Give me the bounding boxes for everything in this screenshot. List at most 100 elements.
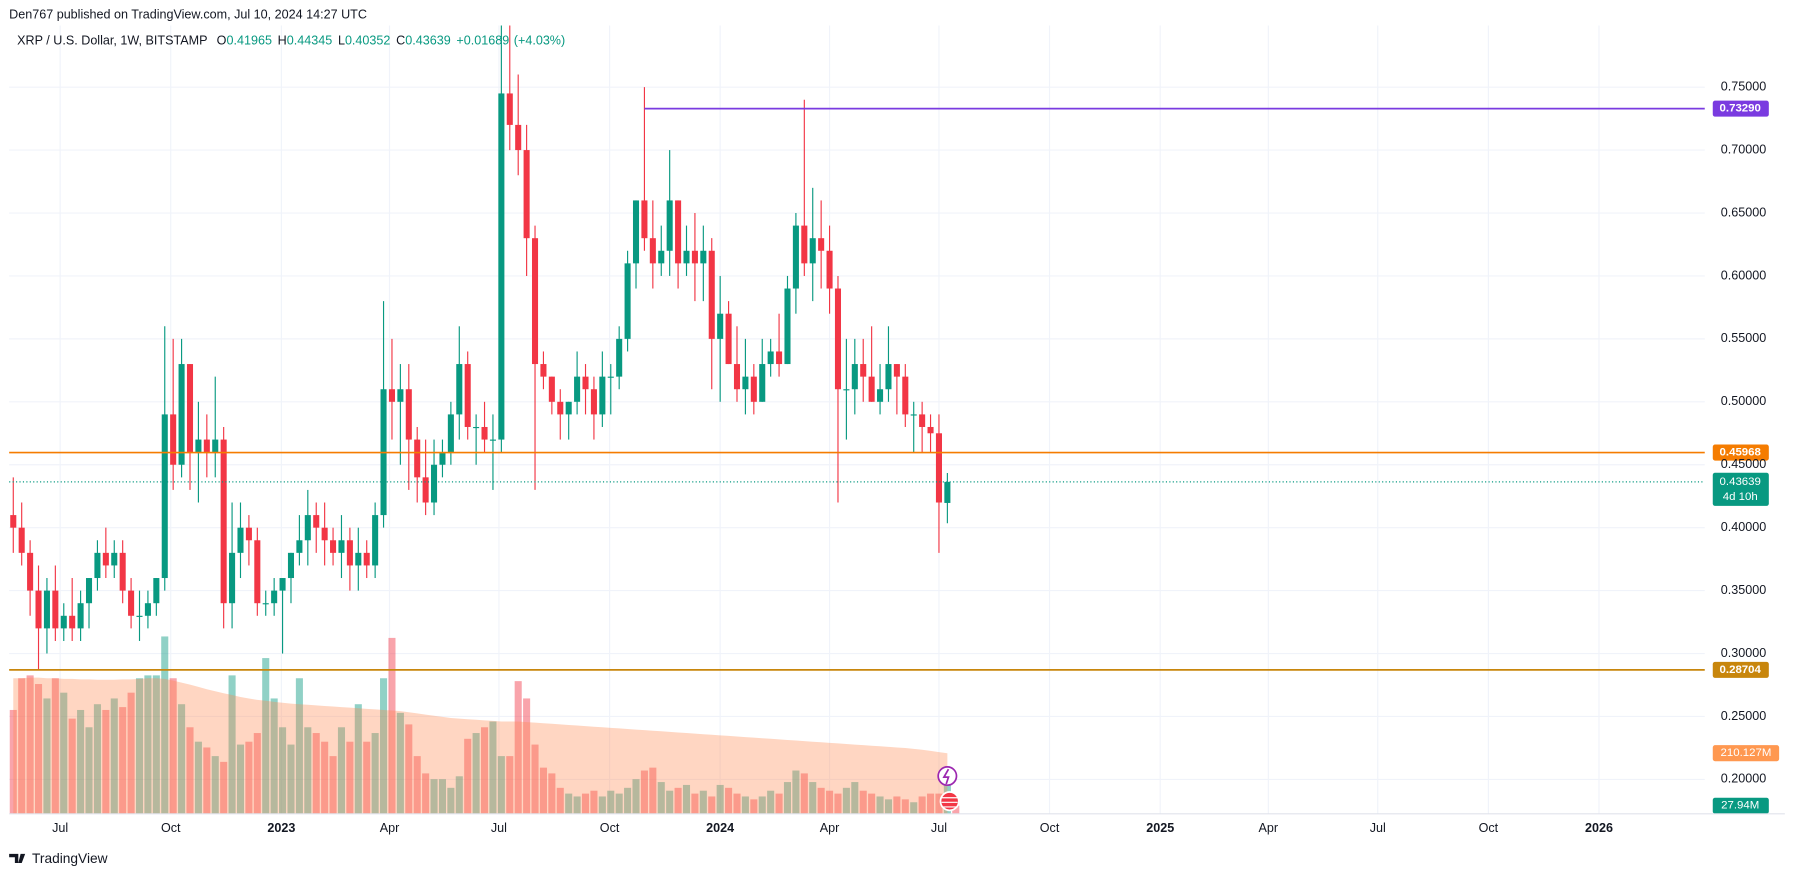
y-tick-label: 0.60000 — [1721, 268, 1766, 282]
volume-bar — [211, 756, 219, 814]
x-tick-label: Apr — [820, 821, 840, 835]
candle-body — [287, 552, 295, 579]
volume-bar — [927, 793, 935, 814]
candle-body — [624, 263, 631, 339]
candle-body — [599, 376, 606, 415]
volume-bar — [262, 658, 270, 814]
volume-bar — [842, 787, 850, 814]
volume-sma-area — [13, 677, 948, 814]
volume-bar — [135, 678, 144, 814]
event-icon[interactable] — [937, 766, 958, 787]
volume-bar — [270, 698, 278, 814]
x-tick-label: Oct — [161, 821, 181, 835]
brand-logo: TradingView — [9, 851, 108, 866]
volume-bar — [18, 678, 26, 814]
volume-bar — [438, 779, 446, 814]
candle-body — [641, 200, 648, 239]
volume-bar — [119, 707, 127, 814]
volume-bar — [161, 636, 169, 814]
candle-body — [717, 313, 724, 339]
volume-bar — [9, 709, 17, 814]
volume-label-bg — [1712, 797, 1769, 814]
candle-body — [708, 250, 715, 339]
candle-body — [170, 414, 177, 465]
volume-bar — [77, 709, 85, 814]
legend-letter: O — [217, 34, 227, 48]
volume-bar — [304, 727, 312, 814]
candle-body — [733, 364, 741, 390]
volume-bar — [253, 733, 261, 814]
candle-body — [935, 433, 942, 503]
candle-body — [515, 124, 522, 151]
brand: TradingView — [32, 851, 108, 866]
volume-bar — [657, 782, 665, 814]
level-label: 0.73290 — [1720, 103, 1761, 115]
volume-bar — [826, 790, 834, 814]
legend-value: 0.43639 — [405, 34, 450, 48]
candle-body — [792, 225, 799, 289]
volume-bar — [26, 675, 34, 814]
candle-body — [473, 426, 480, 429]
candle-body — [531, 238, 539, 365]
volume-bar — [767, 790, 775, 814]
volume-bar — [775, 793, 783, 814]
volume-bar — [607, 790, 615, 814]
legend-change-pct: (+4.03%) — [514, 34, 565, 48]
candle-body — [60, 615, 67, 629]
volume-bar — [371, 733, 379, 814]
volume-bar — [51, 678, 59, 814]
y-tick-label: 0.70000 — [1721, 142, 1766, 156]
volume-bar — [60, 692, 68, 814]
level-label: 0.28704 — [1720, 664, 1762, 676]
candle-body — [35, 590, 42, 629]
volume-bar — [43, 698, 51, 814]
candle-body — [372, 515, 379, 566]
legend-letter: C — [396, 34, 405, 48]
volume-bar — [110, 698, 118, 814]
candle-body — [893, 364, 900, 377]
volume-bar — [539, 767, 547, 814]
candle-body — [683, 250, 690, 264]
volume-bar — [329, 756, 337, 814]
y-tick-label: 0.75000 — [1721, 79, 1766, 93]
candle-body — [388, 389, 395, 402]
volume-bar — [581, 793, 590, 814]
candle-body — [868, 376, 875, 402]
candle-body — [212, 439, 219, 453]
legend-letter: H — [278, 34, 287, 48]
candle-body — [18, 527, 25, 553]
volume-bar — [363, 741, 371, 814]
x-tick-label: Oct — [600, 821, 620, 835]
candle-body — [902, 376, 909, 415]
volume-bar — [68, 718, 76, 814]
candle-body — [776, 351, 783, 365]
candle-body — [582, 376, 589, 390]
candle-body — [809, 238, 816, 264]
candle-body — [128, 590, 135, 616]
volume-bar — [548, 773, 556, 814]
x-tick-label: 2024 — [706, 821, 734, 835]
volume-bar — [725, 787, 733, 814]
candle-body — [540, 364, 547, 377]
volume-bar — [868, 793, 876, 814]
candle-body — [574, 376, 581, 402]
event-icon[interactable] — [939, 791, 960, 812]
candle-body — [557, 401, 564, 415]
volume-bar — [640, 770, 648, 814]
x-tick-label: Jul — [931, 821, 947, 835]
volume-bar — [859, 790, 867, 814]
candle-body — [456, 364, 463, 415]
volume-bar — [674, 787, 682, 814]
overlays: 0.73290 0.45968 0.28704 0.43639 4d 10h 27.94M… — [9, 100, 1780, 814]
x-tick-label: 2023 — [267, 821, 295, 835]
volume-bar — [952, 805, 960, 814]
volume-bar — [34, 684, 43, 814]
last-price-bg — [1712, 472, 1769, 506]
legend: XRP / U.S. Dollar, 1W, BITSTAMP O0.41965 H… — [17, 34, 565, 48]
candle-body — [658, 250, 665, 264]
candle-body — [700, 250, 707, 264]
x-tick-label: Oct — [1479, 821, 1499, 835]
x-tick-label: 2026 — [1585, 821, 1613, 835]
volume-bar — [901, 799, 909, 814]
volume-bar — [666, 790, 674, 814]
